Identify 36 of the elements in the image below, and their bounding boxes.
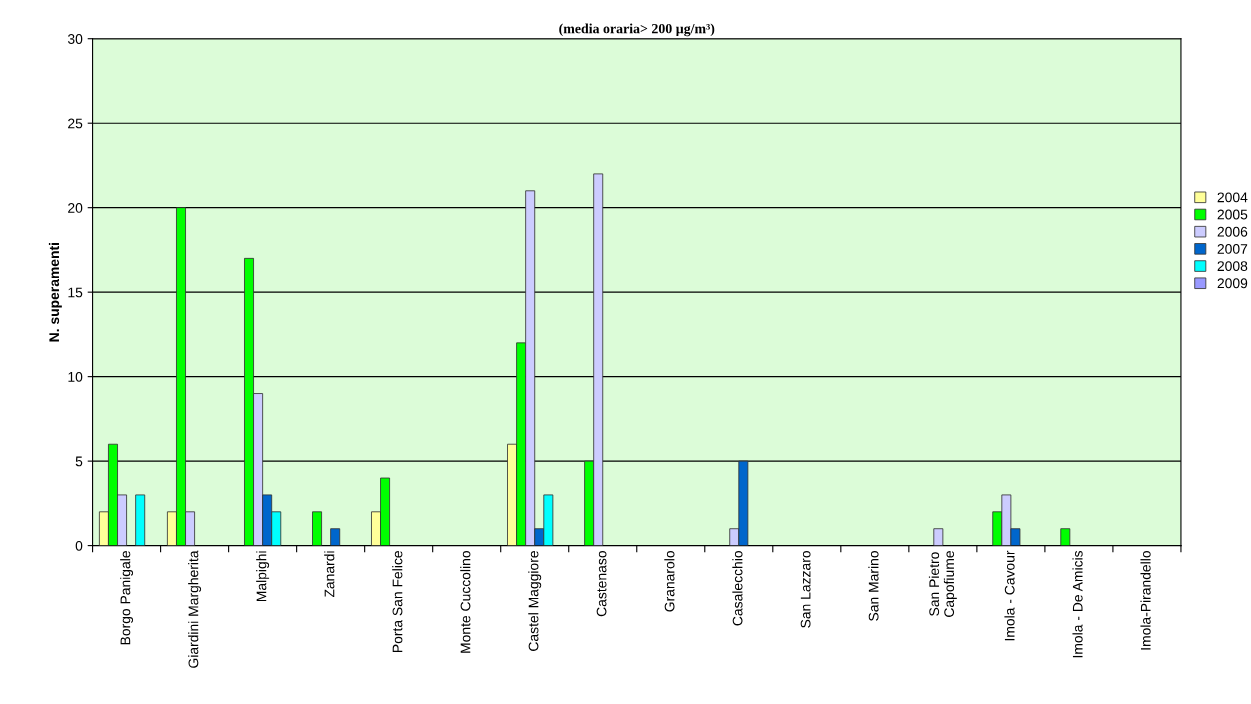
x-tick-label: Granarolo (664, 551, 675, 612)
x-tick-label: Zanardi (324, 551, 335, 598)
bar (933, 528, 944, 546)
bar (312, 511, 323, 546)
y-tick-label: 25 (68, 118, 83, 129)
x-tick-label: Imola - De Amicis (1072, 550, 1083, 658)
legend-label: 2006 (1217, 226, 1248, 237)
y-tick-label: 10 (68, 371, 83, 382)
y-axis-title: N. superamenti (48, 242, 62, 342)
y-tick-label: 0 (75, 540, 83, 551)
legend-label: 2008 (1217, 261, 1248, 272)
legend-label: 2004 (1217, 192, 1248, 203)
x-tick-label: Castel Maggiore (528, 551, 542, 651)
x-tick-label: Malpighi (256, 551, 270, 602)
legend-label: 2007 (1217, 244, 1248, 254)
x-tick-label: Casalecchio (732, 551, 743, 626)
x-tick-label: Giardini Margherita (188, 550, 202, 668)
bar (1060, 528, 1071, 546)
x-tick-label: Imola - Cavour (1004, 550, 1015, 641)
x-tick-label: Monte Cuccolino (460, 551, 471, 653)
y-tick-label: 20 (68, 203, 83, 213)
bar (330, 528, 341, 546)
legend-label: 2009 (1217, 278, 1248, 289)
y-tick-label: 5 (75, 456, 83, 467)
x-tick-label: San Marino (868, 551, 879, 621)
x-tick-label: Porta San Felice (392, 551, 403, 652)
y-tick-label: 30 (67, 34, 83, 44)
x-tick-label: Imola-Pirandello (1140, 551, 1151, 650)
y-tick-label: 15 (68, 287, 83, 298)
legend-label: 2005 (1217, 209, 1248, 220)
chart-title: (media oraria> 200 µg/m³) (559, 23, 715, 37)
bar (135, 494, 146, 546)
x-tick-label: San Pietro Capofiume (928, 551, 957, 617)
x-tick-label: Borgo Panigale (120, 551, 134, 645)
x-tick-label: Castenaso (596, 551, 607, 617)
x-tick-label: San Lazzaro (800, 551, 811, 628)
